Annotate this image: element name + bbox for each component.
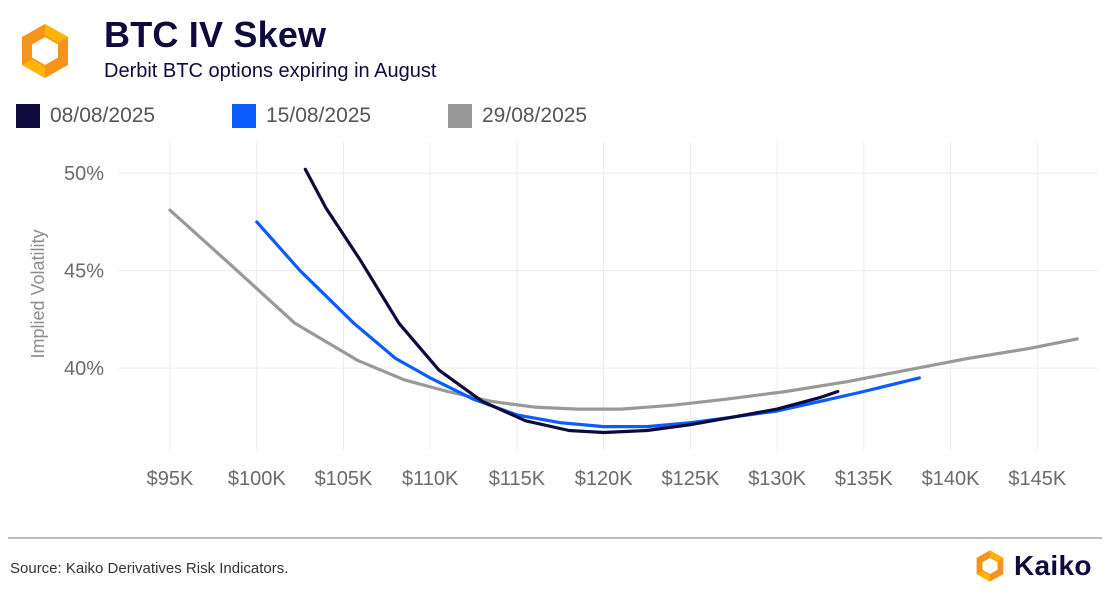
legend-label: 08/08/2025	[50, 104, 156, 127]
legend-item: 08/08/2025	[16, 104, 155, 128]
iv-skew-chart: $95K $100K $105K $110K $115K $120K $125K $130K $…	[28, 142, 1098, 490]
series-line	[168, 208, 1079, 411]
y-tick-label: 50%	[64, 163, 104, 185]
legend-label: 29/08/2025	[482, 104, 588, 127]
y-tick-label: 40%	[64, 358, 104, 380]
legend-swatch	[16, 104, 40, 128]
x-tick-label: $115K	[489, 468, 546, 490]
legend-label: 15/08/2025	[266, 104, 372, 127]
x-tick-label: $100K	[228, 468, 286, 490]
x-tick-label: $120K	[575, 468, 633, 490]
x-tick-label: $135K	[835, 468, 893, 490]
kaiko-logo-icon	[976, 550, 1004, 582]
kaiko-logo-icon	[22, 24, 68, 78]
brand-logo: Kaiko	[972, 548, 1092, 584]
x-tick-label: $130K	[748, 468, 806, 490]
x-tick-label: $110K	[402, 468, 459, 490]
legend-item: 29/08/2025	[448, 104, 587, 128]
source-note: Source: Kaiko Derivatives Risk Indicator…	[10, 560, 289, 577]
x-tick-label: $95K	[147, 468, 194, 490]
x-tick-label: $140K	[922, 468, 980, 490]
x-tick-label: $105K	[315, 468, 373, 490]
series-line	[303, 167, 840, 435]
y-tick-label: 45%	[64, 261, 104, 283]
x-tick-label: $125K	[661, 468, 719, 490]
chart-legend: 08/08/2025 15/08/2025 29/08/2025	[16, 104, 1106, 132]
page-title: BTC IV Skew	[104, 14, 327, 55]
y-axis-label: Implied Volatility	[28, 229, 48, 358]
legend-swatch	[232, 104, 256, 128]
legend-swatch	[448, 104, 472, 128]
x-tick-label: $145K	[1008, 468, 1066, 490]
page-subtitle: Derbit BTC options expiring in August	[104, 60, 437, 82]
legend-item: 15/08/2025	[232, 104, 371, 128]
brand-name: Kaiko	[1014, 550, 1092, 581]
series-line	[255, 220, 921, 429]
footer-divider	[8, 537, 1102, 539]
